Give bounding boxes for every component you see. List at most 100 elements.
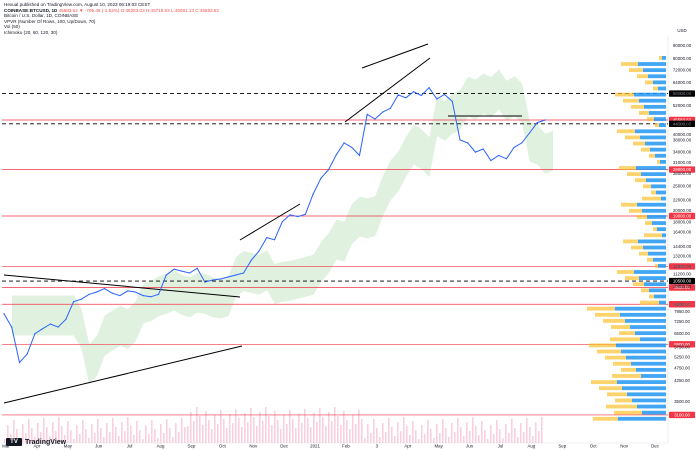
volume-profile-down [615,398,632,403]
volume-profile-down [633,282,644,287]
volume-bar [433,438,435,443]
price-point [134,291,136,293]
price-point [358,154,361,157]
volume-bar [253,417,255,443]
volume-bar [394,436,396,443]
volume-profile-up [642,410,666,415]
volume-bar [325,426,327,443]
price-point [235,274,237,276]
price-point [250,259,252,261]
volume-bar [334,407,336,443]
volume-profile-down [610,337,640,342]
volume-profile-down [643,184,651,189]
level-label-text: 9900.00 [674,285,690,290]
volume-profile-up [625,319,666,323]
y-tick-label: 52000.00 [673,103,692,108]
volume-bar [484,430,486,443]
price-point [490,159,492,162]
volume-profile-up [638,239,666,244]
price-point [351,146,353,149]
volume-bar [13,420,15,443]
volume-bar [7,425,9,443]
volume-bar [286,424,288,443]
volume-profile-down [614,410,642,415]
volume-bar [169,428,171,443]
level-label-text: 10500.00 [673,279,692,284]
volume-bar [229,414,231,443]
volume-bar [493,434,495,443]
volume-bar [499,429,501,443]
volume-profile-up [631,361,666,366]
volume-profile-up [657,227,666,232]
volume-profile-down [605,355,626,360]
volume-bar [361,419,363,443]
price-point [18,361,21,364]
volume-profile-down [649,294,654,299]
trendline [361,43,429,69]
volume-bar [64,435,66,443]
volume-bar [376,428,378,443]
volume-bar [115,427,117,443]
volume-profile-up [650,147,666,152]
volume-bar [538,431,540,443]
x-tick-label: Aug [527,444,535,449]
price-point [528,132,531,134]
volume-bar [457,418,459,443]
price-point [165,274,167,276]
volume-profile-down [633,141,645,146]
volume-profile-down [619,166,636,170]
y-tick-label: 7950.00 [674,309,690,314]
volume-bar [511,419,513,443]
x-tick-label: May [435,444,444,449]
volume-bar [310,427,312,443]
trendline [344,57,431,123]
indicator-2[interactable]: VPVR (Number Of Rows, 100, Up/Down, 70) [4,18,96,24]
price-point [320,177,322,179]
volume-profile-down [631,104,644,109]
volume-bar [322,417,324,443]
price-point [389,107,392,109]
level-label-text: 58000.00 [673,91,692,96]
volume-bar [244,413,246,443]
indicator-4[interactable]: Ichimoku (20, 60, 120, 30) [4,30,58,35]
price-point [188,272,191,274]
price-point [26,353,28,355]
level-label: 58000.00 [669,90,695,97]
volume-profile-up [621,349,666,354]
volume-bar [238,418,240,443]
y-tick-label: 5750.00 [674,345,690,350]
level-label: 3100.00 [669,411,695,419]
volume-bar [373,419,375,443]
volume-bar [469,431,471,443]
indicator-3[interactable]: Vol (50) [4,24,20,30]
volume-profile-up [644,104,666,109]
level-label: 5900.00 [669,341,695,348]
volume-bar [88,438,90,443]
volume-bar [127,417,129,443]
x-tick-label: Mar [2,444,10,449]
volume-bar [274,411,276,443]
price-point [304,213,307,215]
y-tick-label: 4750.00 [674,366,690,371]
volume-bar [379,437,381,443]
volume-bar [430,429,432,443]
volume-profile-down [593,416,618,421]
volume-bar [190,412,192,443]
price-point [328,169,330,171]
price-point [119,294,121,297]
level-label-bg [669,166,695,173]
y-tick-label: 28000.00 [673,171,692,176]
volume-profile-down [655,123,659,128]
level-label: 29000.00 [669,166,695,173]
volume-bar [472,417,474,443]
indicator-1[interactable]: Bitcoin / U.S. Dollar, 1D, COINBASE [4,13,79,19]
x-tick-label: Dec [651,444,660,449]
volume-bar [436,424,438,443]
volume-profile-down [637,74,648,79]
price-point [467,142,469,144]
price-point [428,87,430,89]
volume-bar [424,434,426,443]
volume-bar [184,427,186,443]
volume-bar [130,426,132,443]
